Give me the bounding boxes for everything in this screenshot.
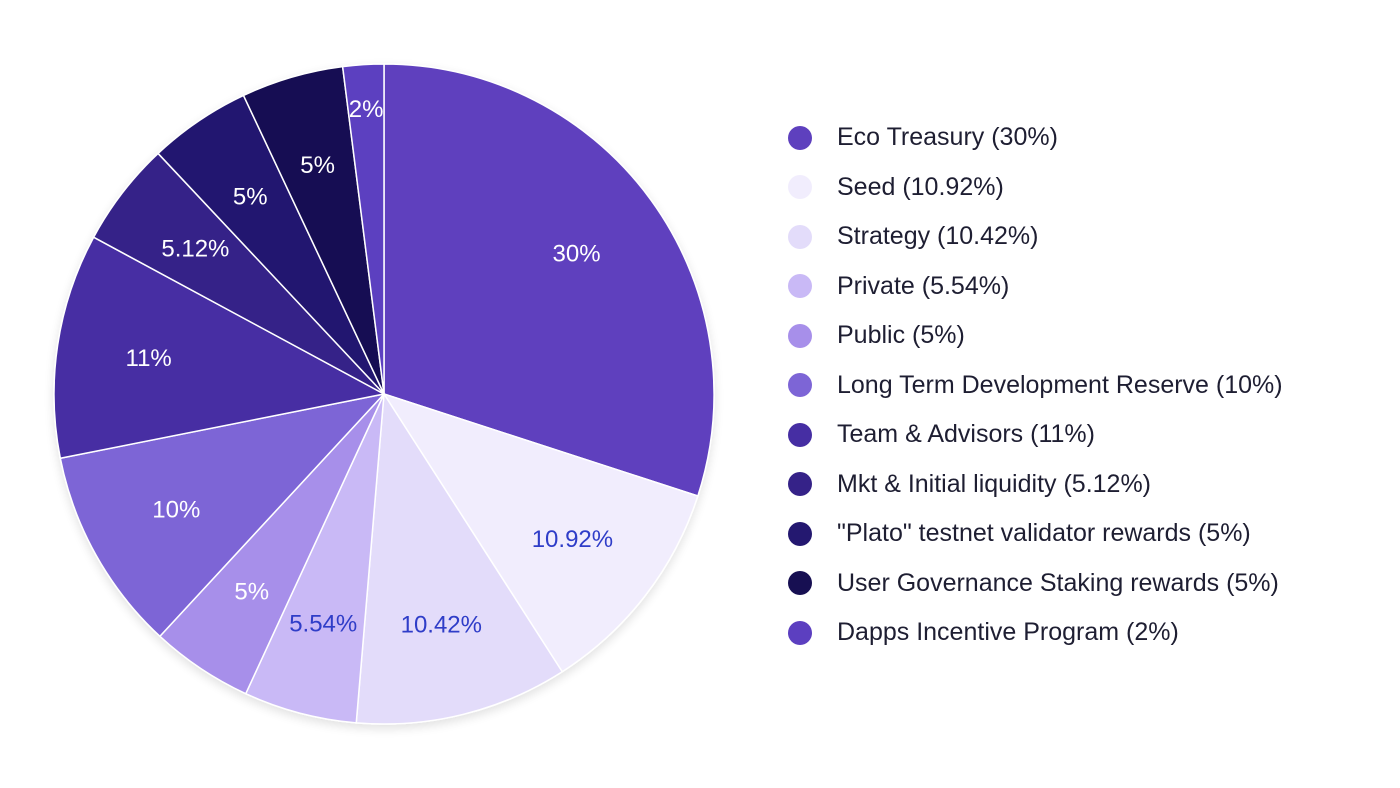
- legend-label: Strategy (10.42%): [837, 222, 1039, 251]
- legend-item-5[interactable]: Public (5%): [788, 311, 1388, 361]
- pie-slice-label-5: 5%: [234, 578, 269, 605]
- legend-color-swatch: [788, 422, 812, 447]
- legend-color-swatch: [788, 571, 812, 596]
- pie-slice-label-11: 2%: [349, 96, 384, 123]
- legend-color-swatch: [788, 472, 812, 497]
- pie-slice-label-8: 5.12%: [161, 235, 229, 262]
- legend-color-swatch: [788, 224, 812, 249]
- legend-item-10[interactable]: User Governance Staking rewards (5%): [788, 559, 1388, 609]
- legend-label: Team & Advisors (11%): [837, 420, 1095, 449]
- legend-item-8[interactable]: Mkt & Initial liquidity (5.12%): [788, 460, 1388, 510]
- legend-label: Mkt & Initial liquidity (5.12%): [837, 469, 1152, 498]
- legend-item-4[interactable]: Private (5.54%): [788, 262, 1388, 312]
- pie-slice-label-2: 10.92%: [532, 526, 613, 553]
- legend-item-1[interactable]: Eco Treasury (30%): [788, 113, 1388, 163]
- legend-color-swatch: [788, 373, 812, 398]
- pie-slice-label-4: 5.54%: [289, 611, 357, 638]
- legend-label: Long Term Development Reserve (10%): [837, 370, 1283, 399]
- legend-item-6[interactable]: Long Term Development Reserve (10%): [788, 361, 1388, 411]
- legend-label: Dapps Incentive Program (2%): [837, 618, 1179, 647]
- pie-slice-label-7: 11%: [126, 345, 172, 372]
- pie-chart: 30% 10.92% 10.42% 5.54% 5% 10% 11% 5.12% 5% 5% 2%: [53, 63, 715, 725]
- legend-item-7[interactable]: Team & Advisors (11%): [788, 410, 1388, 460]
- legend-color-swatch: [788, 125, 812, 150]
- pie-slice-label-6: 10%: [152, 497, 200, 524]
- pie-slice-label-1: 30%: [553, 241, 601, 268]
- legend-color-swatch: [788, 521, 812, 546]
- pie-slice-6: [59, 393, 385, 638]
- legend-label: Public (5%): [837, 321, 965, 350]
- pie-slice-7: [53, 236, 385, 460]
- pie-slice-11: [341, 63, 385, 395]
- legend-color-swatch: [788, 175, 812, 200]
- legend-label: User Governance Staking rewards (5%): [837, 568, 1279, 597]
- legend-color-swatch: [788, 274, 812, 299]
- pie-slice-label-3: 10.42%: [401, 612, 482, 639]
- pie-slice-label-10: 5%: [300, 152, 335, 179]
- legend: Eco Treasury (30%) Seed (10.92%) Strategy …: [788, 113, 1388, 658]
- legend-label: Private (5.54%): [837, 271, 1010, 300]
- legend-color-swatch: [788, 323, 812, 348]
- pie-slice-1: [383, 63, 715, 497]
- legend-label: Eco Treasury (30%): [837, 123, 1058, 152]
- legend-label: Seed (10.92%): [837, 172, 1004, 201]
- legend-label: "Plato" testnet validator rewards (5%): [837, 519, 1251, 548]
- pie-slice-label-9: 5%: [233, 184, 268, 211]
- legend-item-9[interactable]: "Plato" testnet validator rewards (5%): [788, 509, 1388, 559]
- pie-slice-labels: 30%10.92%10.42%5.54%5%10%11%5.12%5%5%2%: [126, 96, 614, 638]
- legend-item-11[interactable]: Dapps Incentive Program (2%): [788, 608, 1388, 658]
- pie-slices: [53, 63, 715, 725]
- pie-slice-3: [355, 393, 563, 725]
- legend-color-swatch: [788, 620, 812, 645]
- pie-chart-svg: 30%10.92%10.42%5.54%5%10%11%5.12%5%5%2%: [53, 63, 715, 725]
- legend-item-2[interactable]: Seed (10.92%): [788, 163, 1388, 213]
- legend-item-3[interactable]: Strategy (10.42%): [788, 212, 1388, 262]
- pie-slice-2: [383, 393, 699, 673]
